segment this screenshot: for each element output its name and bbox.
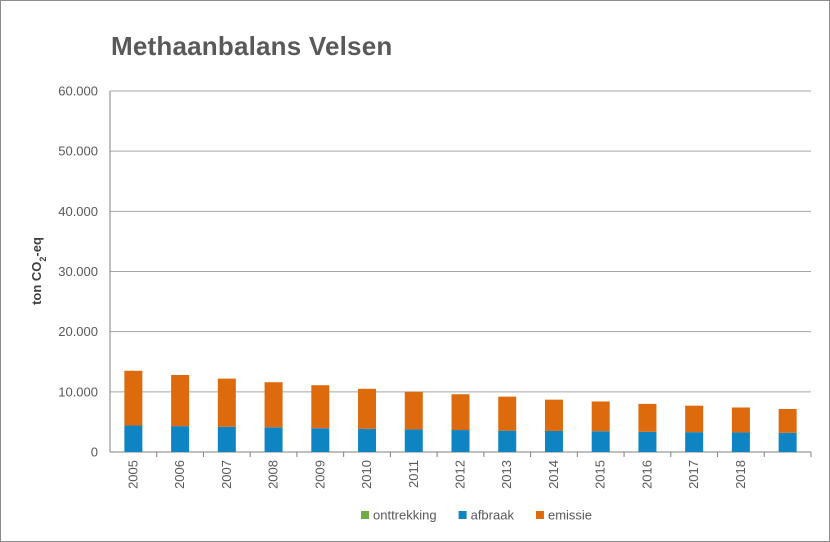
bar-afbraak [544,430,563,452]
legend-swatch-afbraak [458,511,467,519]
bar-emissie [358,388,377,429]
x-tick-label: 2008 [266,460,281,489]
x-tick-label: 2005 [125,460,140,489]
y-tick-label: 10.000 [58,384,98,399]
bar-afbraak [591,431,610,452]
x-tick-label: 2009 [312,460,327,489]
bar-emissie [171,374,190,427]
bar-emissie [451,394,470,431]
x-tick-label: 2014 [546,460,561,489]
x-tick-label: 2012 [453,460,468,489]
bar-emissie [124,370,143,426]
bar-emissie [544,399,563,431]
bar-afbraak [124,425,143,452]
bar-emissie [638,403,657,432]
bar-afbraak [638,431,657,452]
x-tick-label: 2015 [593,460,608,489]
legend-label-onttrekking: onttrekking [373,508,437,523]
x-tick-label: 2017 [686,460,701,489]
bar-emissie [217,378,236,427]
bar-emissie [498,396,517,431]
bar-emissie [404,391,423,430]
x-tick-label: 2018 [733,460,748,489]
bar-afbraak [358,428,377,452]
x-tick-label: 2013 [499,460,514,489]
y-tick-label: 60.000 [58,84,98,99]
y-tick-label: 0 [91,445,98,460]
bar-emissie [591,401,610,432]
bar-afbraak [217,426,236,452]
y-tick-label: 40.000 [58,204,98,219]
y-axis-title: ton CO2-eq [29,237,48,305]
x-tick-label: 2010 [359,460,374,489]
bar-afbraak [404,429,423,452]
bar-afbraak [451,430,470,452]
bar-emissie [685,405,704,433]
x-tick-label: 2011 [406,460,421,488]
chart-title: Methaanbalans Velsen [111,31,393,61]
legend-label-emissie: emissie [548,508,592,523]
bar-afbraak [498,430,517,452]
legend-label-afbraak: afbraak [471,508,515,523]
bar-afbraak [311,428,330,452]
bar-afbraak [685,432,704,452]
y-tick-label: 50.000 [58,144,98,159]
y-tick-label: 30.000 [58,264,98,279]
bar-afbraak [171,426,190,452]
legend-swatch-onttrekking [361,511,369,519]
bar-emissie [731,407,750,433]
x-tick-label: 2016 [639,460,654,489]
bar-afbraak [264,427,283,452]
x-tick-label: 2006 [172,460,187,489]
bar-afbraak [731,432,750,452]
legend-swatch-emissie [535,511,544,519]
bar-emissie [264,382,283,428]
bar-emissie [311,385,330,429]
x-tick-label: 2007 [219,460,234,489]
bar-afbraak [778,432,797,452]
y-tick-label: 20.000 [58,324,98,339]
bar-emissie [778,408,797,433]
